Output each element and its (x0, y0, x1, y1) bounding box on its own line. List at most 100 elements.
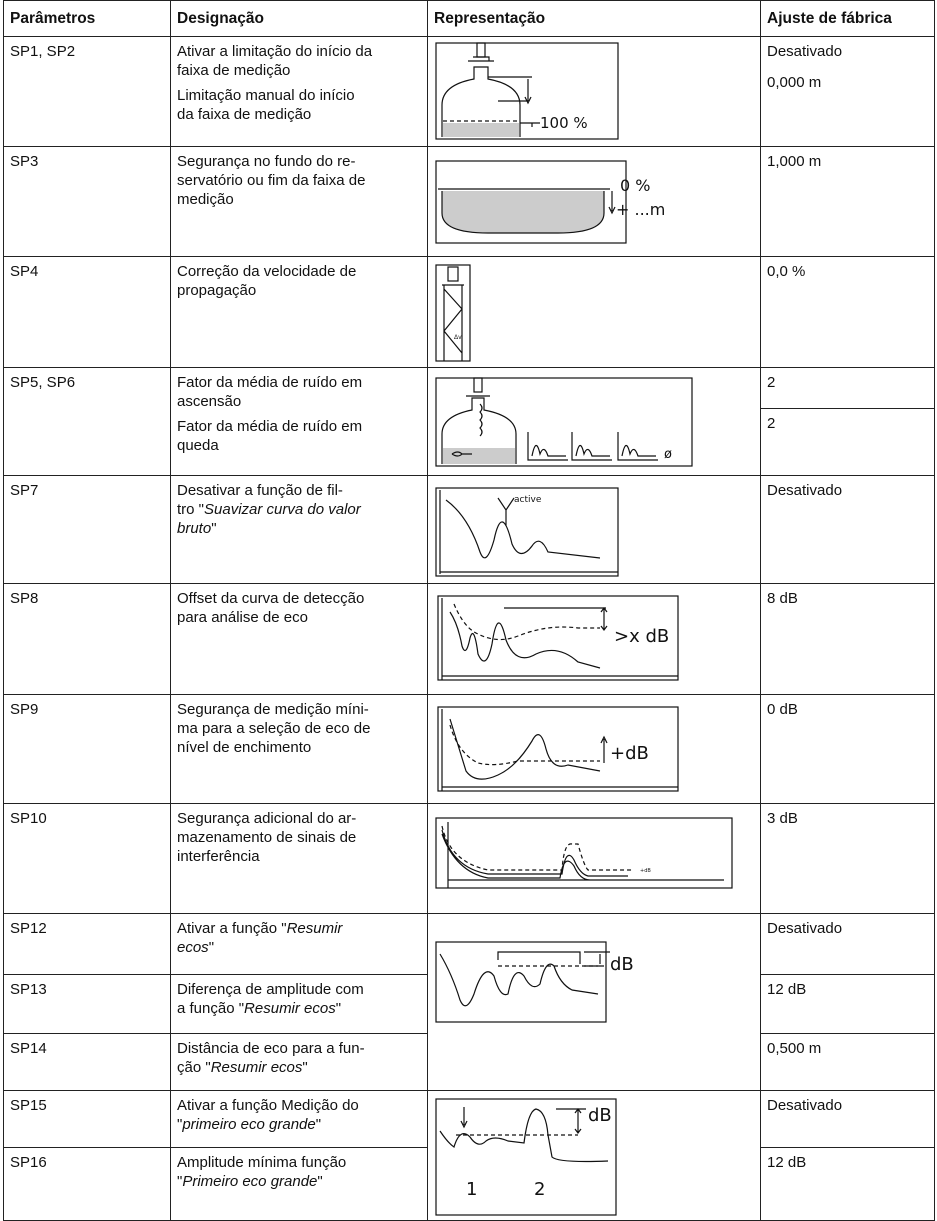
default-value: Desativado (767, 482, 843, 499)
table-row: SP15 Ativar a função Medição do "primeiro … (3, 1089, 935, 1221)
default-cell: Desativado 0,000 m (760, 36, 935, 147)
designation-line: "primeiro eco grande" (177, 1115, 421, 1134)
diagram-shape (437, 595, 679, 681)
designation-paragraph: Segurança adicional do ar-mazenamento de… (177, 809, 421, 866)
text-run: " (302, 1058, 308, 1076)
designation-cell: Ativar a limitação do início da faixa de … (170, 36, 428, 147)
table-row: SP9 Segurança de medição míni-ma para a s… (3, 694, 935, 804)
designation-line: Segurança adicional do ar- (177, 810, 357, 827)
designation-line: servatório ou fim da faixa de (177, 172, 366, 189)
default-cell: 0,0 % (760, 256, 935, 368)
default-cell: 0,500 m (760, 1032, 935, 1092)
table-row: SP14 Distância de eco para a fun-ção "Res… (3, 1032, 935, 1092)
designation-line: Segurança de medição míni- (177, 701, 369, 718)
diagram-shape (443, 448, 515, 464)
designation-line: ma para a seleção de eco de (177, 720, 371, 737)
parameter-cell: SP4 (3, 256, 171, 368)
diagram-shape (435, 160, 627, 244)
designation-line: a função "Resumir ecos" (177, 999, 421, 1018)
figure-label: + ...m (616, 200, 665, 219)
diagram-shape (441, 709, 678, 791)
default-value: Desativado (767, 1097, 843, 1114)
diagram-shape (453, 603, 600, 641)
designation-line: interferência (177, 848, 260, 865)
figure-cell: dB 1 2 (427, 1090, 761, 1221)
designation-paragraph: Amplitude mínima função "Primeiro eco gra… (177, 1153, 421, 1191)
diagram-shape (473, 377, 483, 393)
designation-cell: Fator da média de ruído em ascensão Fator … (170, 367, 428, 476)
designation-line: da faixa de medição (177, 106, 312, 123)
designation-paragraph: Ativar a limitação do início da faixa de … (177, 42, 421, 80)
diagram-shape (435, 817, 733, 889)
parameter-cell: SP12 (3, 912, 171, 976)
designation-line: Ativar a função Medição do (177, 1097, 359, 1114)
diagram-shape (435, 264, 471, 362)
text-run: " (177, 1173, 183, 1191)
default-value: 3 dB (767, 810, 798, 827)
diagram: 100 % (435, 42, 619, 140)
default-value: 0,0 % (767, 263, 806, 280)
default-value: Desativado (767, 43, 843, 60)
italic-run: Resumir ecos (210, 1058, 303, 1076)
designation-cell: Distância de eco para a fun-ção "Resumir… (170, 1032, 428, 1092)
text-run: " (211, 520, 217, 537)
default-cell: 2 (760, 408, 935, 476)
diagram: active (435, 487, 619, 577)
figure-cell: ø (427, 367, 761, 476)
designation-line: Fator da média de ruído em (177, 374, 363, 391)
diagram: dB (435, 941, 634, 1023)
figure-label: 2 (534, 1179, 545, 1200)
designation-paragraph: Ativar a função "Resumir ecos" (177, 919, 421, 957)
figure-cell: dB (427, 913, 761, 1091)
designation-line: Distância de eco para a fun- (177, 1039, 365, 1057)
header-cell: Parâmetros (3, 0, 171, 37)
diagram-shape (443, 123, 519, 137)
figure-cell: active (427, 475, 761, 584)
default-cell: Desativado (760, 912, 935, 976)
parameter-cell: SP16 (3, 1147, 171, 1221)
designation-line: Ativar a função "Resumir (177, 919, 421, 938)
default-cell: 12 dB (760, 974, 935, 1034)
default-value: 0 dB (767, 701, 798, 718)
parameter-cell: SP5, SP6 (3, 367, 171, 476)
table-row: SP10 Segurança adicional do ar-mazenament… (3, 803, 935, 914)
designation-cell: Correção da velocidade de propagação (170, 256, 428, 368)
italic-run: primeiro eco grande (182, 1116, 316, 1133)
figure-label: 100 % (540, 114, 588, 132)
designation-line: medição (177, 191, 234, 208)
designation-line: ção "Resumir ecos" (177, 1058, 421, 1077)
figure-cell: >x dB (427, 583, 761, 695)
diagram-shape (488, 76, 540, 127)
table-row: SP8 Offset da curva de detecção para análi… (3, 583, 935, 695)
designation-line: Correção da velocidade de (177, 263, 357, 280)
diagram-shape (439, 951, 610, 1007)
text-run: " (208, 939, 215, 956)
parameter-cell: SP8 (3, 583, 171, 695)
figure-label: Δv (454, 334, 462, 341)
parameter-cell: SP10 (3, 803, 171, 914)
designation-line: ecos" (177, 938, 421, 957)
diagram-shape (439, 490, 618, 574)
default-value: 12 dB (767, 981, 807, 999)
designation-line: Segurança no fundo do re- (177, 153, 356, 170)
default-cell: 3 dB (760, 803, 935, 914)
header-cell: Representação (427, 0, 761, 37)
designation-paragraph: Distância de eco para a fun-ção "Resumir… (177, 1039, 421, 1077)
table-row: SP7 Desativar a função de fil-tro "Suaviz… (3, 475, 935, 584)
diagram-shape (435, 1098, 617, 1216)
default-cell: Desativado (760, 1089, 935, 1149)
default-value: 0,500 m (767, 1039, 822, 1057)
figure-cell: +dB (427, 803, 761, 914)
default-value: 2 (767, 374, 776, 391)
diagram-shape (435, 377, 693, 467)
designation-line: Ativar a limitação do início da (177, 43, 373, 60)
designation-paragraph: Desativar a função de fil-tro "Suavizar … (177, 481, 421, 538)
designation-line: tro "Suavizar curva do valor (177, 500, 421, 519)
header-cell: Designação (170, 0, 428, 37)
default-cell: 0 dB (760, 694, 935, 804)
default-cell: 12 dB (760, 1147, 935, 1221)
diagram: +dB (435, 817, 733, 889)
diagram-shape (442, 284, 464, 361)
designation-cell: Diferença de amplitude com a função "Resu… (170, 974, 428, 1034)
table-row: SP12 Ativar a função "Resumir ecos" dB Desat… (3, 912, 935, 1091)
